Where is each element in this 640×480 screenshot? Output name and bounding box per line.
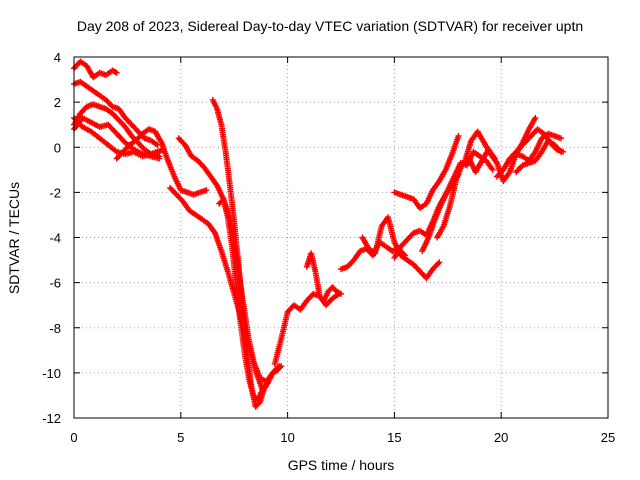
y-tick-label: -2 (49, 185, 61, 200)
x-axis-label: GPS time / hours (287, 457, 395, 473)
data-point-markers (513, 137, 564, 176)
y-tick-label: 0 (54, 140, 61, 155)
y-tick: -2 (49, 185, 608, 200)
series-arc-8 (175, 135, 265, 392)
y-tick-label: -6 (49, 276, 61, 291)
y-tick: -6 (49, 276, 608, 291)
data-point-markers (391, 133, 462, 212)
y-tick: 4 (54, 50, 608, 65)
y-tick: -12 (42, 411, 608, 426)
series-arc-11 (271, 290, 342, 367)
y-tick-label: -12 (42, 411, 61, 426)
x-tick: 0 (70, 57, 78, 445)
x-tick-label: 10 (280, 430, 294, 445)
series-arc-14 (359, 214, 443, 282)
data-point-markers (271, 290, 342, 367)
series-arc-17 (419, 148, 496, 254)
x-ticks: 0 5 10 15 20 25 (70, 57, 615, 445)
y-tick-label: -8 (49, 321, 61, 336)
x-tick-label: 0 (70, 430, 77, 445)
data-point-markers (419, 148, 496, 254)
y-tick-label: -10 (42, 366, 61, 381)
y-tick: -4 (49, 231, 608, 246)
series-arc-16 (391, 133, 462, 212)
series-arc-1 (71, 58, 120, 81)
x-tick-label: 5 (177, 430, 184, 445)
y-tick: 0 (54, 140, 608, 155)
x-tick-label: 20 (494, 430, 508, 445)
data-point-markers (359, 214, 443, 282)
data-point-markers (303, 250, 344, 304)
x-tick: 10 (280, 57, 295, 445)
x-tick: 25 (601, 57, 615, 445)
y-ticks: -12 -10 -8 -6 -4 -2 0 2 4 (42, 50, 608, 426)
y-tick: -8 (49, 321, 608, 336)
data-points (71, 58, 567, 410)
data-point-markers (113, 126, 210, 198)
data-point-markers (175, 135, 265, 392)
x-tick: 20 (494, 57, 508, 445)
x-tick: 15 (387, 57, 402, 445)
y-tick-label: -4 (49, 231, 61, 246)
series-arc-22 (513, 137, 564, 176)
y-tick: -10 (42, 366, 608, 381)
y-tick-label: 4 (54, 50, 61, 65)
data-point-markers (216, 196, 270, 403)
x-tick-label: 25 (601, 430, 615, 445)
y-tick: 2 (54, 95, 608, 110)
x-tick: 5 (177, 57, 184, 445)
series-arc-12 (303, 250, 344, 304)
data-point-markers (71, 58, 120, 81)
x-tick-label: 15 (387, 430, 401, 445)
grid-lines (74, 57, 608, 418)
y-tick-label: 2 (54, 95, 61, 110)
series-arc-6 (113, 126, 210, 198)
series-arc-10 (216, 196, 270, 403)
chart-title: Day 208 of 2023, Sidereal Day-to-day VTE… (76, 18, 584, 34)
